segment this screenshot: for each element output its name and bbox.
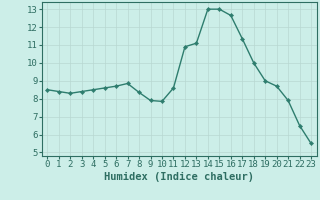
X-axis label: Humidex (Indice chaleur): Humidex (Indice chaleur) <box>104 172 254 182</box>
